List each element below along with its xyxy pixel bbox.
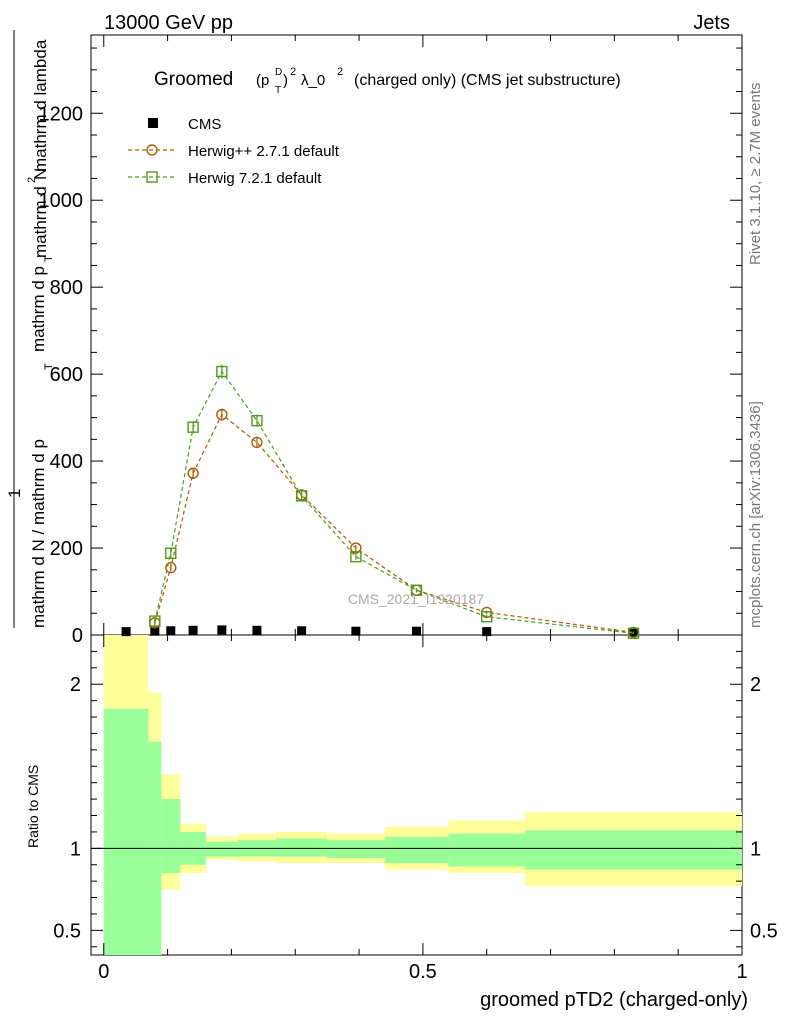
series-line-1 <box>154 413 634 633</box>
title-formula-lambda-exp: 2 <box>337 66 343 78</box>
herwigpp-point <box>350 542 362 554</box>
green-band-bin <box>327 840 385 859</box>
main-y-tick-label: 800 <box>50 277 83 299</box>
cms-point <box>252 625 262 635</box>
ratio-frame <box>90 634 743 956</box>
ylabel-numerator-sup: 2 <box>26 177 38 183</box>
herwig7-point <box>350 551 362 563</box>
legend-label-herwig7: Herwig 7.2.1 default <box>188 170 322 187</box>
series-line-2 <box>154 370 634 634</box>
herwig7-point <box>216 365 228 378</box>
title-formula-sup: D <box>275 67 282 78</box>
title-formula-rest: ) <box>283 72 288 89</box>
cms-point <box>351 626 361 636</box>
ylabel-denominator-sub: T <box>43 255 55 262</box>
title-formula-sub: T <box>275 85 281 96</box>
ratio-y-tick-label: 1 <box>70 838 81 860</box>
herwigpp-point <box>165 561 177 574</box>
legend-label-herwigpp: Herwig++ 2.7.1 default <box>188 143 340 160</box>
header-right: Jets <box>693 12 730 34</box>
cms-point <box>297 626 307 636</box>
herwigpp-point <box>251 436 263 449</box>
herwig7-point <box>187 421 199 433</box>
title-formula-lambda: λ_0 <box>301 72 325 89</box>
x-tick-label: 0 <box>98 961 109 983</box>
title-main: Groomed <box>154 69 233 90</box>
cms-point <box>188 625 198 635</box>
cms-point <box>166 626 176 636</box>
ylabel-denominator: mathrm d p <box>29 266 48 352</box>
ratio-y-label: Ratio to CMS <box>25 765 41 848</box>
ratio-y-tick-label-right: 0.5 <box>750 920 778 942</box>
herwig7-point <box>149 615 161 627</box>
main-y-axis-label: mathrm d 2 N mathrm d lambda mathrm d p … <box>5 30 55 628</box>
herwig7-point <box>165 547 177 559</box>
mcplots-label: mcplots.cern.ch [arXiv:1306.3436] <box>747 401 764 628</box>
header-left: 13000 GeV pp <box>104 12 233 34</box>
cms-point <box>150 626 160 636</box>
legend: CMS Herwig++ 2.7.1 default Herwig 7.2.1 … <box>128 116 340 187</box>
legend-marker-cms <box>148 118 158 128</box>
ratio-y-tick-label-right: 1 <box>750 838 761 860</box>
x-axis-label: groomed pTD2 (charged-only) <box>480 989 748 1011</box>
legend-label-cms: CMS <box>188 116 221 133</box>
title-formula-p: (p <box>256 72 269 89</box>
herwig7-point <box>481 611 493 623</box>
x-ticks: 0 0.5 1 <box>98 35 748 983</box>
herwig7-point <box>627 627 640 639</box>
herwigpp-point <box>187 467 199 479</box>
ratio-bands <box>103 635 742 955</box>
main-y-tick-label: 600 <box>50 364 83 386</box>
herwig7-point <box>410 584 423 596</box>
plot-title: Groomed (p D T ) 2 λ_0 2 (charged only) … <box>154 66 621 96</box>
green-band-bin <box>525 830 742 870</box>
green-band-bin <box>276 838 328 857</box>
main-y-tick-label: 1200 <box>39 103 84 125</box>
green-band-bin <box>448 833 525 867</box>
x-tick-label: 1 <box>736 961 747 983</box>
series-layer <box>121 364 640 639</box>
cms-point <box>482 627 492 637</box>
title-formula-exp: 2 <box>290 66 296 78</box>
green-band-bin <box>384 836 449 864</box>
x-tick-label: 0.5 <box>409 961 437 983</box>
main-y-ticks: 0 200 400 600 800 1000 1200 <box>39 47 742 647</box>
herwigpp-point <box>216 408 228 421</box>
ratio-y-tick-label-right: 2 <box>750 674 761 696</box>
legend-marker-herwig7 <box>146 171 158 183</box>
cms-point <box>217 625 227 635</box>
ylabel-one: 1 <box>5 489 24 498</box>
herwig7-point <box>251 414 263 427</box>
ylabel-bottom-sub: T <box>43 363 55 370</box>
title-suffix: (charged only) (CMS jet substructure) <box>354 72 621 89</box>
green-band-bin <box>205 841 238 857</box>
rivet-label: Rivet 3.1.10, ≥ 2.7M events <box>747 83 764 266</box>
green-band-bin <box>103 708 149 955</box>
main-y-tick-label: 0 <box>72 625 83 647</box>
ylabel-denominator-rest-top: mathrm d lambda <box>31 39 50 172</box>
cms-point <box>121 627 131 637</box>
ylabel-numerator-n: N <box>31 168 50 180</box>
main-y-tick-label: 400 <box>50 451 83 473</box>
ylabel-numerator: mathrm d <box>31 186 50 258</box>
cms-point <box>412 626 421 636</box>
ratio-y-tick-label: 2 <box>70 674 81 696</box>
main-y-tick-label: 200 <box>50 538 83 560</box>
ylabel-bottom: mathrm d N / mathrm d p <box>29 439 48 628</box>
watermark: CMS_2021_I1920187 <box>348 591 484 607</box>
legend-marker-herwigpp <box>146 144 158 156</box>
herwig7-point <box>295 490 308 502</box>
ratio-y-ticks: 0.5 0.5 1 1 2 2 <box>53 650 778 948</box>
green-band-bin <box>161 799 181 873</box>
main-y-tick-label: 1000 <box>39 190 84 212</box>
ratio-y-tick-label: 0.5 <box>53 920 81 942</box>
